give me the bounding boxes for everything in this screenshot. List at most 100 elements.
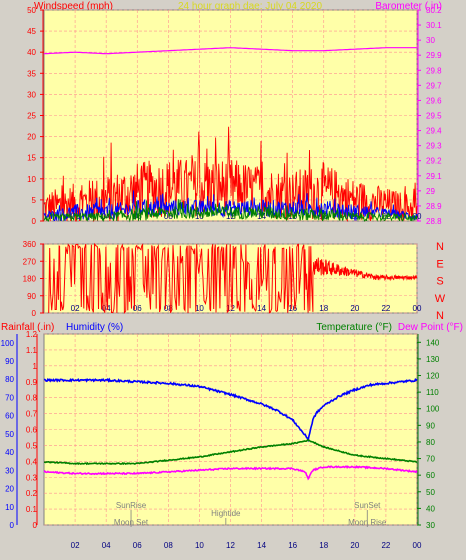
rainfall-y-tick-label: 80 bbox=[5, 375, 14, 384]
temperature-y-tick-label: 110 bbox=[426, 388, 439, 397]
dewpoint-title: Dew Point (°F) bbox=[398, 322, 463, 333]
temperature-humidity-chart: 0 0.1 0.2 0.3 0.4 0.5 0.6 0.7 0.8 0.9 1 1.1 1.2 0 10 20… bbox=[1, 330, 440, 550]
temperature-x-tick-label: 10 bbox=[195, 541, 204, 550]
temperature-x-tick-label: 00 bbox=[413, 541, 422, 550]
compass-label: N bbox=[436, 310, 444, 322]
barometer-y-tick-label: 29.8 bbox=[426, 66, 442, 75]
wind-x-tick-label: 10 bbox=[195, 212, 204, 221]
direction-x-tick-label: 10 bbox=[195, 304, 204, 313]
direction-x-tick-label: 12 bbox=[226, 304, 235, 313]
direction-y-tick-label: 180 bbox=[23, 275, 37, 284]
temperature-y-tick-label: 120 bbox=[426, 372, 440, 381]
barometer-y-tick-label: 29.2 bbox=[426, 157, 442, 166]
wind-y-tick-label: 50 bbox=[27, 6, 36, 15]
temperature-x-tick-label: 02 bbox=[71, 541, 80, 550]
temperature-y-tick-label: 140 bbox=[426, 338, 440, 347]
temperature-x-tick-label: 22 bbox=[381, 541, 390, 550]
humidity-y-tick-label: 0.3 bbox=[26, 473, 38, 482]
wind-direction-line bbox=[48, 242, 418, 315]
wind-y-tick-label: 10 bbox=[27, 175, 36, 184]
wind-barometer-chart: 0 5 10 15 20 25 30 35 40 45 50 28.8 28.9 29 29.1 29.2 29… bbox=[27, 6, 442, 226]
temperature-line bbox=[44, 438, 417, 466]
barometer-y-tick-label: 28.9 bbox=[426, 202, 442, 211]
wind-y-tick-label: 5 bbox=[32, 196, 37, 205]
wind-y-tick-label: 40 bbox=[27, 48, 36, 57]
humidity-y-tick-label: 0.7 bbox=[26, 410, 38, 419]
rainfall-y-tick-label: 10 bbox=[5, 503, 14, 512]
humidity-y-tick-label: 1.1 bbox=[26, 346, 38, 355]
barometer-y-tick-label: 30.1 bbox=[426, 21, 442, 30]
barometer-y-tick-label: 29 bbox=[426, 187, 435, 196]
rainfall-y-tick-label: 50 bbox=[5, 430, 14, 439]
humidity-title: Humidity (%) bbox=[66, 322, 123, 333]
direction-x-tick-label: 20 bbox=[350, 304, 359, 313]
rainfall-title: Rainfall (.in) bbox=[1, 322, 54, 333]
wind-y-tick-label: 0 bbox=[32, 217, 37, 226]
humidity-y-tick-label: 1 bbox=[33, 362, 38, 371]
rainfall-y-tick-label: 30 bbox=[5, 466, 14, 475]
event-label-moon-set: Moon Set bbox=[114, 518, 149, 527]
direction-x-tick-label: 14 bbox=[257, 304, 266, 313]
temperature-x-tick-label: 04 bbox=[102, 541, 111, 550]
wind-y-tick-label: 45 bbox=[27, 27, 36, 36]
barometer-y-tick-label: 29.9 bbox=[426, 51, 442, 60]
direction-y-tick-label: 90 bbox=[27, 292, 36, 301]
compass-label: E bbox=[436, 258, 443, 270]
barometer-y-tick-label: 29.6 bbox=[426, 96, 442, 105]
barometer-title: Barometer (.in) bbox=[375, 1, 442, 12]
barometer-y-tick-label: 29.5 bbox=[426, 112, 442, 121]
rainfall-y-tick-label: 0 bbox=[10, 521, 15, 530]
direction-x-tick-label: 04 bbox=[102, 304, 111, 313]
temperature-x-tick-label: 20 bbox=[350, 541, 359, 550]
humidity-line bbox=[43, 377, 418, 443]
direction-x-tick-label: 22 bbox=[381, 304, 390, 313]
compass-label: W bbox=[435, 293, 446, 305]
humidity-y-tick-label: 0.5 bbox=[26, 441, 38, 450]
direction-x-tick-label: 18 bbox=[319, 304, 328, 313]
temperature-y-tick-label: 50 bbox=[426, 488, 435, 497]
rainfall-y-tick-label: 20 bbox=[5, 485, 14, 494]
rainfall-y-tick-label: 100 bbox=[1, 339, 15, 348]
direction-x-tick-label: 08 bbox=[164, 304, 173, 313]
temperature-y-tick-label: 70 bbox=[426, 455, 435, 464]
temperature-y-tick-label: 80 bbox=[426, 438, 435, 447]
wind-y-tick-label: 35 bbox=[27, 69, 36, 78]
temperature-x-tick-label: 16 bbox=[288, 541, 297, 550]
barometer-y-tick-label: 30.2 bbox=[426, 6, 442, 15]
temperature-title: Temperature (°F) bbox=[316, 322, 392, 333]
wind-speed-line bbox=[43, 199, 418, 223]
temperature-x-tick-label: 18 bbox=[319, 541, 328, 550]
barometer-y-tick-label: 30 bbox=[426, 36, 435, 45]
compass-label: N bbox=[436, 241, 444, 253]
wind-y-tick-label: 20 bbox=[27, 133, 36, 142]
barometer-y-tick-label: 28.8 bbox=[426, 217, 442, 226]
humidity-y-tick-label: 1.2 bbox=[26, 330, 38, 339]
wind-y-tick-label: 30 bbox=[27, 90, 36, 99]
compass-label: S bbox=[436, 276, 443, 288]
barometer-y-tick-label: 29.3 bbox=[426, 142, 442, 151]
event-label-sunset: SunSet bbox=[354, 501, 381, 510]
wind-y-tick-label: 15 bbox=[27, 154, 36, 163]
temperature-y-tick-label: 90 bbox=[426, 421, 435, 430]
barometer-y-tick-label: 29.1 bbox=[426, 172, 442, 181]
event-label-sunrise: SunRise bbox=[116, 501, 147, 510]
humidity-y-tick-label: 0.2 bbox=[26, 489, 38, 498]
direction-y-tick-label: 270 bbox=[23, 257, 37, 266]
rainfall-y-tick-label: 90 bbox=[5, 357, 14, 366]
graph-date-title: 24 hour graph dae: July 04 2020 bbox=[178, 1, 322, 12]
direction-x-tick-label: 06 bbox=[133, 304, 142, 313]
temperature-y-tick-label: 60 bbox=[426, 471, 435, 480]
windspeed-title: Windspeed (mph) bbox=[34, 1, 113, 12]
barometer-y-tick-label: 29.7 bbox=[426, 81, 442, 90]
direction-x-tick-label: 16 bbox=[288, 304, 297, 313]
barometer-line bbox=[43, 47, 417, 55]
temperature-y-tick-label: 130 bbox=[426, 355, 440, 364]
dewpoint-line bbox=[43, 465, 418, 481]
wind-y-tick-label: 25 bbox=[27, 112, 36, 121]
temperature-y-tick-label: 100 bbox=[426, 405, 440, 414]
direction-y-tick-label: 0 bbox=[32, 309, 37, 318]
humidity-y-tick-label: 0 bbox=[33, 521, 38, 530]
temperature-x-tick-label: 12 bbox=[226, 541, 235, 550]
